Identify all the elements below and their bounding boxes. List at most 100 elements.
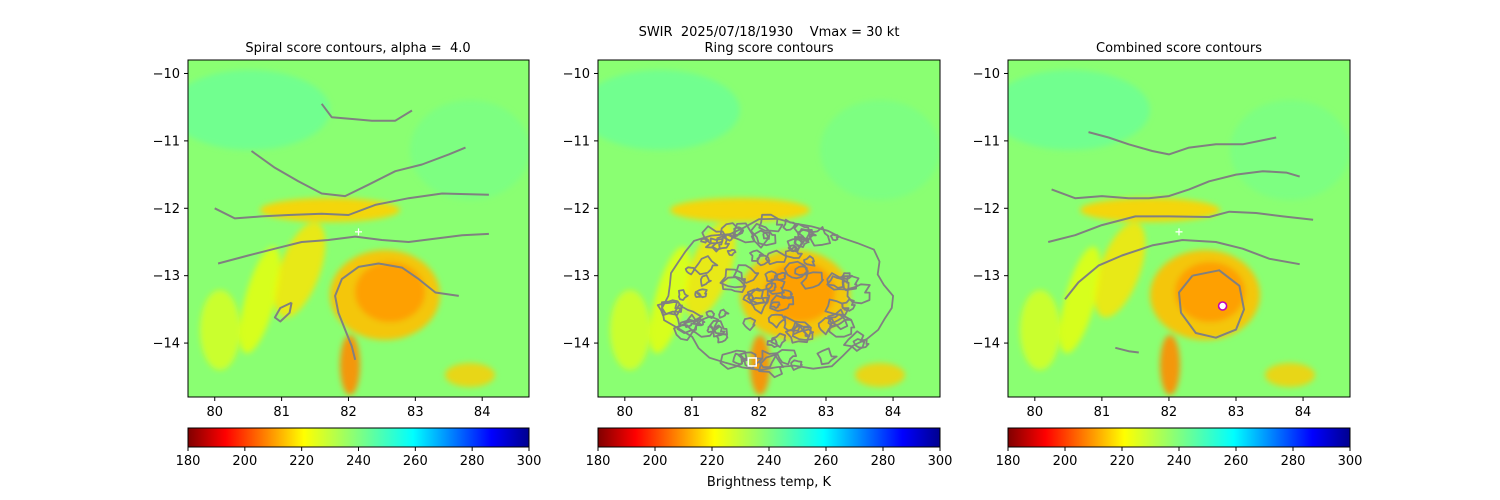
- colorbar-tick-label: 240: [346, 454, 371, 469]
- spiral-contours: [214, 103, 489, 361]
- ring-contour: [791, 323, 814, 341]
- center-marker: [1175, 228, 1183, 236]
- colorbar-tick-label: 300: [1338, 454, 1363, 469]
- ring-contour: [673, 304, 704, 328]
- colorbar-gradient: [1007, 427, 1351, 448]
- ring-contour: [767, 313, 786, 329]
- panel-title: Spiral score contours, alpha = 4.0: [245, 41, 470, 56]
- panel-title: Ring score contours: [704, 41, 833, 56]
- ring-contour: [783, 260, 809, 280]
- colorbar-tick-label: 280: [460, 454, 485, 469]
- ring-contour: [803, 255, 816, 267]
- colorbar-tick-label: 300: [517, 454, 542, 469]
- brightness-heatmap: [188, 60, 529, 397]
- panel-title: Combined score contours: [1096, 41, 1262, 56]
- colorbar-tick-label: 240: [757, 454, 782, 469]
- x-tick-label: 81: [1094, 405, 1111, 420]
- ring-contour: [721, 276, 747, 293]
- ring-contour: [817, 317, 836, 336]
- y-tick-label: −11: [973, 134, 1000, 149]
- ring-contour: [700, 274, 712, 287]
- ring-contour: [694, 291, 702, 298]
- ring-contour: [816, 347, 838, 366]
- y-axis: −10 −11 −12 −13 −14: [563, 67, 598, 352]
- ring-contour: [758, 349, 778, 368]
- colorbar-tick-label: 180: [586, 454, 611, 469]
- brightness-heatmap: [598, 60, 940, 397]
- colorbar-tick-label: 220: [1110, 454, 1135, 469]
- ring-contour: [718, 308, 730, 319]
- ring-contour: [826, 275, 847, 289]
- y-axis: −10 −11 −12 −13 −14: [153, 67, 188, 352]
- figure-suptitle: SWIR 2025/07/18/1930 Vmax = 30 kt: [639, 25, 900, 40]
- combined-max-marker: [1217, 301, 1228, 311]
- combined-contours: [1047, 131, 1314, 354]
- colorbar: 180 200 220 240 260 280 300: [176, 427, 542, 469]
- ring-contour: [656, 300, 682, 317]
- y-tick-label: −12: [153, 202, 180, 217]
- y-tick-label: −10: [973, 67, 1000, 82]
- ring-contour: [800, 271, 824, 290]
- ring-contour: [786, 237, 804, 253]
- ring-contour: [719, 222, 744, 238]
- ring-contour: [769, 294, 795, 312]
- contour-line: [1115, 346, 1139, 354]
- ring-contour: [770, 332, 787, 348]
- y-tick-label: −12: [973, 202, 1000, 217]
- ring-contour: [767, 278, 786, 295]
- ring-contour: [840, 272, 853, 280]
- y-tick-label: −14: [153, 337, 180, 352]
- ring-contour: [827, 313, 846, 328]
- x-tick-label: 84: [474, 405, 491, 420]
- y-tick-label: −11: [563, 134, 590, 149]
- colorbar-tick-label: 240: [1167, 454, 1192, 469]
- ring-contour: [852, 338, 870, 349]
- y-tick-label: −10: [563, 67, 590, 82]
- x-tick-label: 81: [273, 405, 290, 420]
- colorbar-label: Brightness temp, K: [707, 475, 832, 490]
- colorbar-tick-label: 260: [1224, 454, 1249, 469]
- x-tick-label: 80: [206, 405, 223, 420]
- x-tick-label: 80: [1027, 405, 1044, 420]
- axes-frame: [1007, 59, 1351, 398]
- x-axis: 80 81 82 83 84: [617, 397, 902, 420]
- ring-contour: [797, 229, 817, 242]
- panel-spiral: Spiral score contours, alpha = 4.0 80 81 8…: [153, 41, 542, 469]
- contour-line: [214, 192, 489, 220]
- ring-contour: [693, 315, 720, 338]
- ring-contour: [827, 308, 853, 331]
- colorbar: 180 200 220 240 260 280 300: [586, 427, 953, 469]
- y-axis: −10 −11 −12 −13 −14: [973, 67, 1008, 352]
- x-axis: 80 81 82 83 84: [1027, 397, 1311, 420]
- ring-contour: [742, 293, 755, 305]
- colorbar-tick-label: 300: [928, 454, 953, 469]
- ring-contour: [678, 289, 689, 301]
- contour-line: [320, 103, 413, 122]
- ring-contour: [719, 349, 748, 370]
- ring-contour: [766, 337, 779, 348]
- colorbar-tick-label: 280: [871, 454, 896, 469]
- ring-contour: [750, 229, 770, 249]
- x-tick-label: 82: [340, 405, 357, 420]
- colorbar-tick-label: 200: [232, 454, 257, 469]
- contour-line: [334, 262, 459, 361]
- ring-contour: [719, 268, 746, 289]
- x-tick-label: 84: [885, 405, 902, 420]
- ring-contour: [701, 225, 727, 245]
- ring-contour: [693, 255, 719, 276]
- ring-contour: [764, 270, 779, 283]
- x-tick-label: 83: [1228, 405, 1245, 420]
- panel-combined: Combined score contours 80 81 82 83 84 −10−1…: [973, 41, 1363, 469]
- ring-contour: [765, 282, 777, 292]
- contour-line: [1047, 210, 1314, 243]
- x-tick-label: 82: [751, 405, 768, 420]
- x-tick-label: 83: [818, 405, 835, 420]
- colorbar-tick-label: 260: [814, 454, 839, 469]
- x-tick-label: 83: [407, 405, 424, 420]
- colorbar-tick-label: 200: [1053, 454, 1078, 469]
- contour-line: [217, 232, 489, 265]
- colorbar-tick-label: 280: [1281, 454, 1306, 469]
- ring-contour: [808, 226, 831, 247]
- ring-contour: [732, 352, 749, 366]
- ring-contour: [793, 223, 812, 242]
